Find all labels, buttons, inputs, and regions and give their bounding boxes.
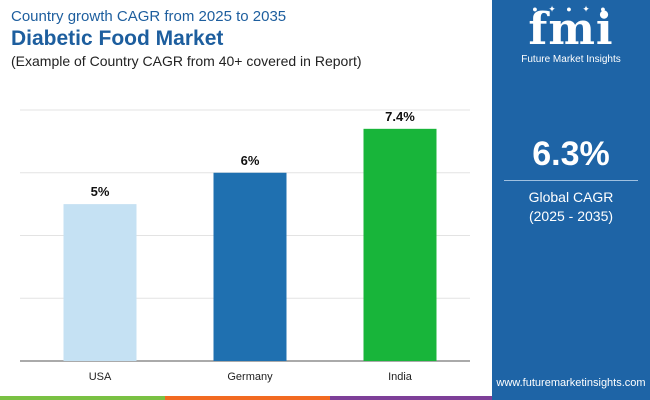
- bar-india: [363, 128, 437, 361]
- global-cagr-label: Global CAGR (2025 - 2035): [492, 188, 650, 226]
- logo: fmi Future Market Insights: [492, 6, 650, 66]
- footer-bar-green: [0, 396, 165, 400]
- chart-note: (Example of Country CAGR from 40+ covere…: [11, 53, 362, 69]
- chart-subtitle: Country growth CAGR from 2025 to 2035: [11, 8, 287, 25]
- tick-label-usa: USA: [89, 371, 112, 383]
- bar-chart: 5% USA 6% Germany 7.4% India: [20, 109, 470, 383]
- data-label-india: 7.4%: [385, 109, 415, 124]
- logo-text: Future Market Insights: [521, 54, 621, 65]
- chart-title: Diabetic Food Market: [11, 27, 224, 50]
- logo-icons: ● ✦ ● ✦ ●: [532, 4, 610, 14]
- side-panel: ● ✦ ● ✦ ● fmi Future Market Insights 6.3…: [492, 0, 650, 400]
- cagr-label-text: Global CAGR: [528, 189, 614, 205]
- footer-bar-orange: [165, 396, 330, 400]
- cagr-divider: [504, 180, 638, 181]
- tick-label-india: India: [388, 371, 413, 383]
- footer-bar-purple: [330, 396, 492, 400]
- cagr-period-text: (2025 - 2035): [528, 208, 614, 224]
- logo-mark: fmi: [528, 4, 614, 55]
- global-cagr-value: 6.3%: [532, 135, 610, 173]
- bar-germany: [213, 172, 287, 361]
- bar-usa: [63, 204, 137, 361]
- data-label-usa: 5%: [91, 184, 110, 199]
- tick-label-germany: Germany: [227, 371, 273, 383]
- data-label-germany: 6%: [241, 153, 260, 168]
- header: Country growth CAGR from 2025 to 2035 Di…: [11, 8, 362, 70]
- website-link[interactable]: www.futuremarketinsights.com: [496, 377, 646, 389]
